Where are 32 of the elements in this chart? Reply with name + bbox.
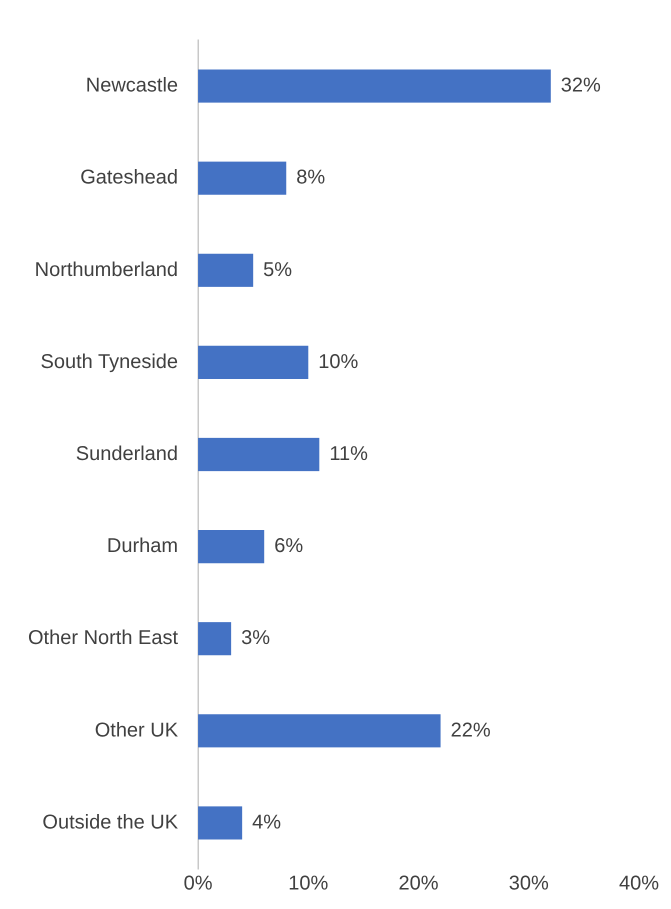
- bar: [198, 162, 286, 195]
- y-tick-label: Newcastle: [86, 74, 178, 97]
- y-tick-label: Sunderland: [76, 443, 178, 466]
- data-label: 22%: [450, 719, 491, 742]
- data-label: 6%: [274, 535, 304, 558]
- y-tick-label: South Tyneside: [40, 350, 178, 373]
- y-tick-label: Outside the UK: [42, 811, 179, 834]
- x-tick-label: 40%: [618, 872, 660, 895]
- x-tick-label: 20%: [398, 872, 439, 895]
- y-tick-label: Other North East: [28, 627, 178, 650]
- x-tick-label: 30%: [508, 872, 549, 895]
- y-tick-label: Other UK: [94, 719, 179, 742]
- bar: [198, 806, 242, 840]
- y-tick-label: Durham: [106, 535, 178, 558]
- data-label: 5%: [263, 258, 292, 281]
- bar: [198, 530, 264, 564]
- bar: [198, 254, 254, 287]
- y-tick-label: Northumberland: [34, 258, 178, 281]
- bar: [198, 346, 308, 379]
- bar: [198, 622, 232, 656]
- data-label: 11%: [329, 443, 368, 466]
- data-label: 4%: [252, 811, 282, 834]
- data-label: 10%: [318, 350, 359, 373]
- data-label: 32%: [560, 74, 602, 97]
- bar: [198, 69, 551, 103]
- bar: [198, 438, 320, 472]
- x-tick-label: 10%: [288, 872, 329, 895]
- data-label: 8%: [296, 166, 326, 189]
- x-tick-label: 0%: [184, 872, 213, 895]
- data-label: 3%: [241, 627, 270, 650]
- bar: [198, 714, 441, 748]
- y-tick-label: Gateshead: [80, 166, 178, 189]
